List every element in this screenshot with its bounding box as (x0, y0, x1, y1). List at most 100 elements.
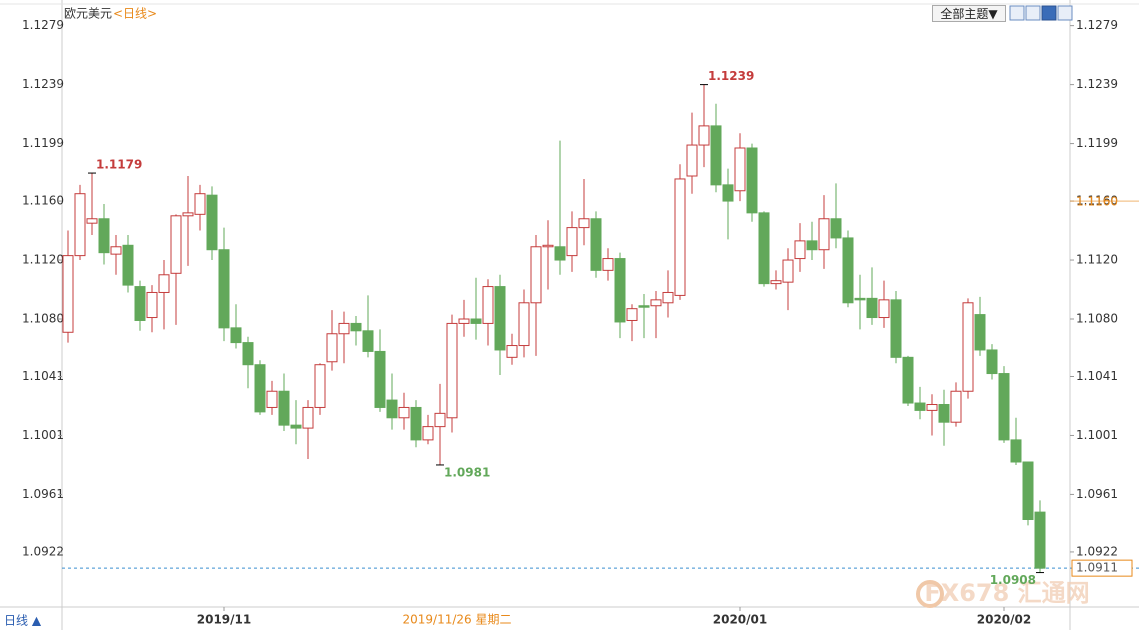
candle-body (746, 147, 758, 214)
candle-body (542, 244, 554, 248)
candle-body (818, 218, 830, 251)
candle-body (98, 218, 110, 254)
candle-body (158, 274, 170, 293)
chart-title: 欧元美元 (64, 7, 112, 21)
candle-body (494, 286, 506, 351)
candle-body (518, 302, 530, 347)
candle-body (206, 194, 218, 251)
candle-body (398, 406, 410, 419)
candle-body (1034, 511, 1046, 569)
candle-body (278, 390, 290, 426)
tool-icon[interactable] (1009, 5, 1025, 21)
candle-body (986, 349, 998, 375)
theme-button[interactable]: 全部主题▼ (932, 5, 1006, 22)
tool-icon[interactable] (1057, 5, 1073, 21)
candle-body (302, 406, 314, 429)
candle-body (422, 426, 434, 441)
candle-body (566, 227, 578, 257)
candle-body (374, 350, 386, 408)
y-tick-label: 1.1160 (22, 194, 64, 208)
candle-body (926, 404, 938, 411)
candle-body (698, 125, 710, 146)
candle-body (950, 390, 962, 423)
candle-body (854, 297, 866, 301)
y-tick-label: 1.1001 (22, 428, 64, 442)
current-price-box (1071, 559, 1133, 577)
candle-body (254, 364, 266, 413)
candle-body (734, 147, 746, 192)
candle-body (350, 322, 362, 332)
y2-tick-label: 1.1160 (1076, 194, 1118, 208)
y2-tick-label: 1.1239 (1076, 77, 1118, 91)
candle-body (110, 246, 122, 255)
candle-body (446, 322, 458, 419)
y2-tick-label: 1.1279 (1076, 18, 1118, 32)
candle-body (362, 330, 374, 352)
candle-body (62, 255, 74, 333)
candle-body (614, 258, 626, 323)
extreme-label: 1.1239 (708, 69, 754, 83)
x-tick-label: 2020/01 (713, 613, 767, 627)
candle-body (902, 356, 914, 404)
candle-body (758, 212, 770, 285)
candle-body (1022, 461, 1034, 520)
candle-body (326, 333, 338, 363)
tool-icon[interactable] (1025, 5, 1041, 21)
candle-body (506, 345, 518, 358)
x-tick-label: 2019/11 (197, 613, 251, 627)
candle-body (122, 244, 134, 286)
candle-body (74, 193, 86, 257)
candle-body (890, 299, 902, 358)
candle-body (878, 299, 890, 319)
candle-body (662, 291, 674, 304)
y2-tick-label: 1.1001 (1076, 428, 1118, 442)
candle-body (782, 259, 794, 283)
y2-tick-label: 1.0922 (1076, 544, 1118, 558)
y2-tick-label: 1.1041 (1076, 369, 1118, 383)
candle-body (170, 215, 182, 274)
candle-body (266, 390, 278, 408)
crosshair-price-label: 1.1160 (1076, 195, 1118, 209)
y2-tick-label: 1.0961 (1076, 487, 1118, 501)
candle-body (602, 258, 614, 271)
y-tick-label: 1.1279 (22, 18, 64, 32)
y-tick-label: 1.1080 (22, 312, 64, 326)
candle-body (194, 193, 206, 215)
candle-body (458, 318, 470, 324)
candle-body (86, 218, 98, 224)
candle-body (830, 218, 842, 239)
candle-body (974, 314, 986, 351)
candle-body (638, 305, 650, 308)
candle-body (134, 286, 146, 321)
candle-body (998, 373, 1010, 441)
y-tick-label: 1.1239 (22, 77, 64, 91)
y-tick-label: 1.1041 (22, 369, 64, 383)
candle-body (434, 412, 446, 428)
candle-body (794, 240, 806, 260)
period-label: <日线> (113, 7, 157, 21)
y2-tick-label: 1.1120 (1076, 253, 1118, 267)
watermark-logo (916, 580, 944, 608)
candle-body (626, 308, 638, 321)
candle-body (146, 291, 158, 319)
candle-body (410, 406, 422, 441)
candle-body (386, 399, 398, 419)
candle-body (470, 318, 482, 324)
candle-body (962, 302, 974, 392)
extreme-label: 1.0908 (990, 573, 1036, 587)
y-tick-label: 1.0922 (22, 544, 64, 558)
candle-body (770, 280, 782, 285)
candle-body (482, 286, 494, 324)
candle-body (806, 240, 818, 251)
candle-body (686, 144, 698, 177)
candle-body (590, 218, 602, 271)
y-tick-label: 1.1199 (22, 136, 64, 150)
period-button[interactable]: 日线 ▲ (4, 614, 42, 628)
current-price-label: 1.0911 (1076, 561, 1118, 575)
candle-body (866, 297, 878, 319)
x-tick-label: 2020/02 (977, 613, 1031, 627)
crosshair-date: 2019/11/26 星期二 (403, 613, 512, 627)
tool-icon[interactable] (1041, 5, 1057, 21)
